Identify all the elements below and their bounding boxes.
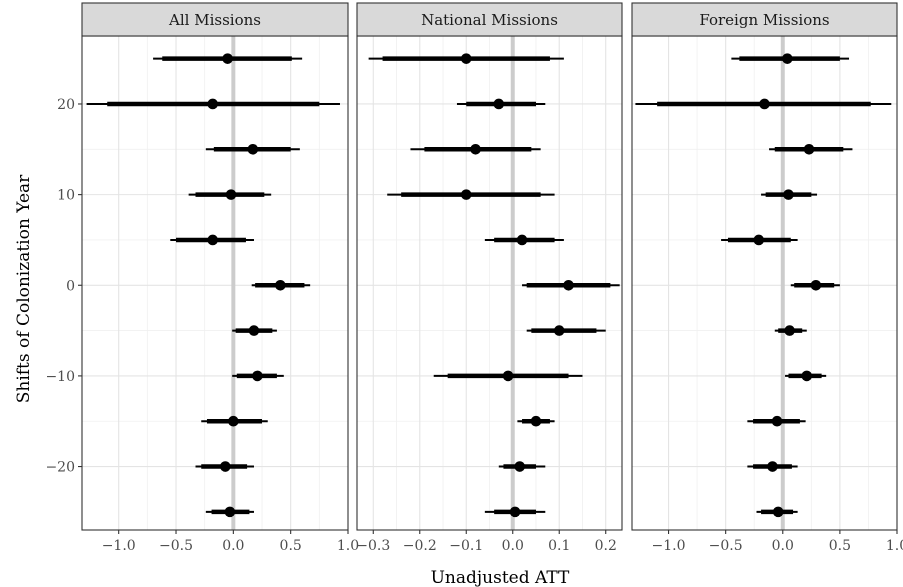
y-tick-label: 20 xyxy=(57,97,75,113)
x-tick-label: −0.5 xyxy=(709,538,743,554)
panel-strip xyxy=(356,2,623,37)
x-tick-label: −0.3 xyxy=(356,538,390,554)
estimate-point xyxy=(224,506,236,518)
estimate-point xyxy=(530,415,542,427)
estimate-point xyxy=(222,53,233,64)
estimate-point xyxy=(772,506,784,518)
estimate-point xyxy=(228,415,239,427)
panel-background xyxy=(82,36,348,530)
estimate-point xyxy=(225,189,237,200)
panel-2: National Missions −0.3 −0.2 −0.1 0.0 0.1 0.2 xyxy=(356,2,623,554)
y-tick-label: −10 xyxy=(45,369,75,385)
estimate-point xyxy=(810,279,822,291)
estimate-point xyxy=(502,370,514,382)
estimate-point xyxy=(801,370,813,382)
panel-strip xyxy=(81,2,349,37)
x-tick-label: 1.0 xyxy=(337,538,359,554)
y-tick-label: 10 xyxy=(57,188,75,204)
estimate-point xyxy=(553,325,565,336)
estimate-point xyxy=(516,234,528,246)
estimate-point xyxy=(207,234,219,246)
panel-title: All Missions xyxy=(168,11,261,29)
x-tick-label: −1.0 xyxy=(652,538,686,554)
estimate-point xyxy=(784,325,795,336)
estimate-point xyxy=(803,144,815,155)
estimate-point xyxy=(207,98,219,110)
x-tick-label: 0.1 xyxy=(548,538,570,554)
estimate-point xyxy=(247,144,259,155)
estimate-point xyxy=(252,370,263,382)
estimate-point xyxy=(771,415,783,427)
estimate-point xyxy=(460,189,472,200)
estimate-point xyxy=(460,53,472,64)
y-axis-title: Shifts of Colonization Year xyxy=(14,174,34,403)
x-axis-title: Unadjusted ATT xyxy=(431,568,570,587)
estimate-point xyxy=(470,144,481,155)
x-tick-label: −1.0 xyxy=(102,538,136,554)
chart-panels: All Missions −1.0 −0.5 0.0 0.5 1.0 −20 −10 0 10 20… xyxy=(45,2,903,554)
panel-3: Foreign Missions −1.0 −0.5 0.0 0.5 1.0 xyxy=(631,2,903,554)
x-tick-label: −0.5 xyxy=(159,538,193,554)
estimate-point xyxy=(767,461,778,472)
estimate-point xyxy=(514,461,526,472)
estimate-point xyxy=(782,53,793,64)
estimate-point xyxy=(753,234,765,246)
x-tick-label: −0.1 xyxy=(449,538,483,554)
estimate-point xyxy=(248,325,260,336)
x-tick-label: −0.2 xyxy=(403,538,437,554)
estimate-point xyxy=(220,461,231,472)
y-tick-label: −20 xyxy=(45,460,75,476)
x-tick-label: 1.0 xyxy=(886,538,903,554)
panel-title: National Missions xyxy=(421,11,558,29)
estimate-point xyxy=(759,98,770,110)
panel-background xyxy=(632,36,897,530)
estimate-point xyxy=(783,189,794,200)
estimate-point xyxy=(275,279,286,291)
y-tick-label: 0 xyxy=(66,278,75,294)
estimate-point xyxy=(563,279,574,291)
x-tick-label: 0.2 xyxy=(595,538,617,554)
x-tick-label: 0.0 xyxy=(502,538,524,554)
panel-1: All Missions −1.0 −0.5 0.0 0.5 1.0 −20 −10 0 10 20 xyxy=(45,2,359,554)
x-tick-label: 0.0 xyxy=(772,538,794,554)
x-tick-label: 0.5 xyxy=(829,538,851,554)
panel-strip xyxy=(631,2,898,37)
estimate-point xyxy=(493,98,505,110)
panel-title: Foreign Missions xyxy=(699,11,829,29)
x-tick-label: 0.0 xyxy=(222,538,244,554)
estimate-point xyxy=(509,506,521,518)
x-tick-label: 0.5 xyxy=(280,538,302,554)
